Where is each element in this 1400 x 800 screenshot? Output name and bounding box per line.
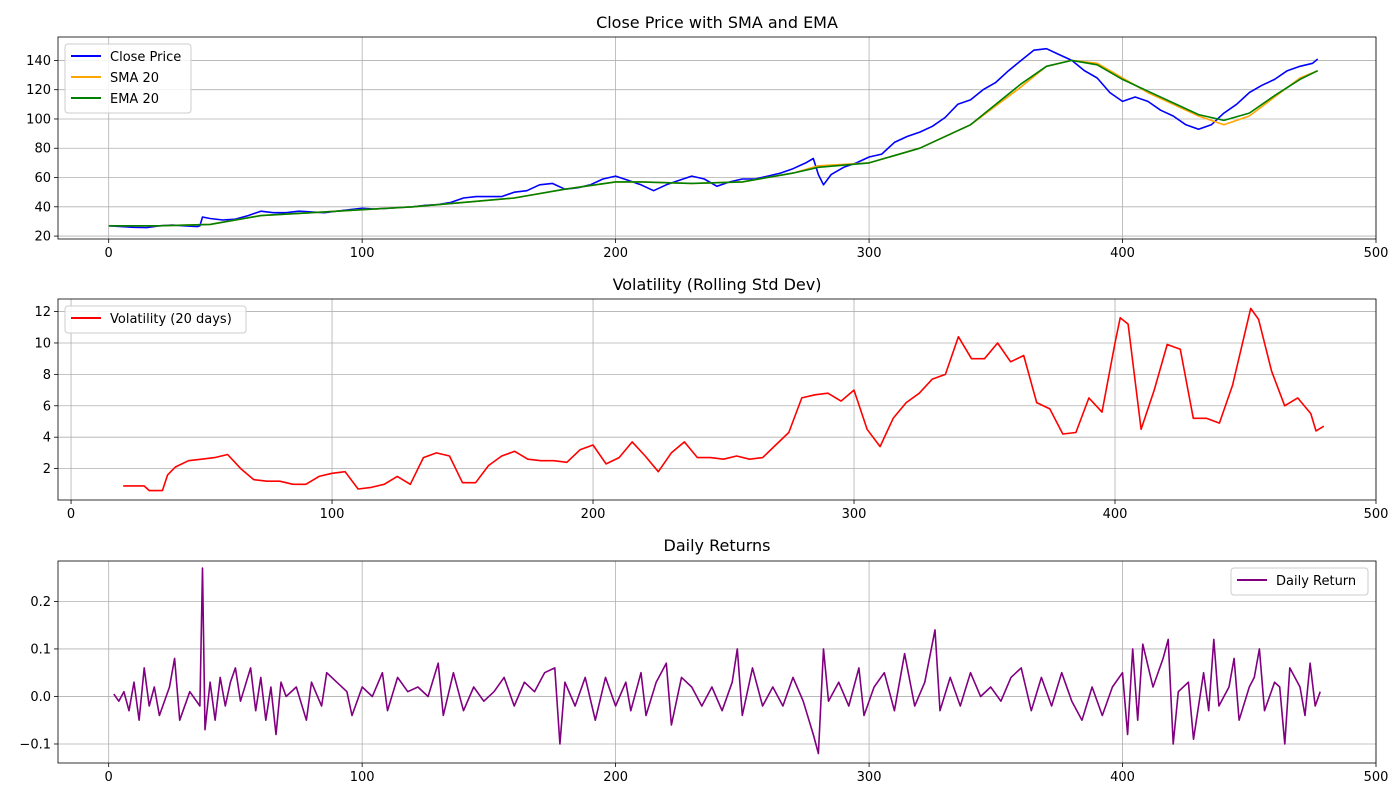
y-tick-label: 10 [34, 336, 51, 351]
axes-frame [57, 298, 1377, 501]
axes-frame [57, 560, 1377, 764]
x-tick-label: 300 [842, 507, 867, 522]
x-tick-label: 300 [857, 246, 882, 261]
y-tick-label: 140 [26, 54, 51, 69]
series-line-close-price [108, 47, 1319, 229]
series-line-daily-return [113, 567, 1321, 755]
y-tick-label: 8 [43, 368, 51, 383]
series-line-ema-20 [108, 59, 1319, 227]
x-tick-label: 0 [67, 507, 75, 522]
price-chart-panel: Close Price with SMA and EMA 0 100 200 300 40… [26, 13, 1388, 261]
chart-title: Close Price with SMA and EMA [596, 13, 838, 32]
legend-box [1230, 567, 1369, 596]
y-tick-label: 0.0 [30, 690, 51, 705]
daily-returns-chart-panel: Daily Returns 0 100 200 300 400 500 −0.1 0.0 0.1 0… [19, 536, 1388, 785]
grid [58, 299, 1377, 500]
legend-label: EMA 20 [110, 92, 159, 107]
y-tick-label: 40 [34, 200, 51, 215]
y-tick-label: 4 [43, 431, 51, 446]
y-tick-label: 100 [26, 112, 51, 127]
x-tick-label: 0 [105, 246, 113, 261]
legend: Close Price SMA 20 EMA 20 [64, 43, 192, 114]
axes-frame [57, 36, 1377, 240]
x-tick-label: 500 [1364, 770, 1389, 785]
y-tick-label: 12 [34, 305, 51, 320]
legend-box [64, 305, 247, 334]
x-tick-label: 400 [1110, 770, 1135, 785]
x-tick-label: 500 [1364, 507, 1389, 522]
legend: Daily Return [1230, 567, 1369, 596]
x-tick-label: 200 [581, 507, 606, 522]
y-tick-label: 0.2 [30, 595, 51, 610]
y-tick-label: 6 [43, 399, 51, 414]
legend-label: Daily Return [1276, 574, 1356, 589]
y-tick-label: 120 [26, 83, 51, 98]
x-tick-label: 0 [105, 770, 113, 785]
grid [58, 37, 1377, 239]
y-tick-label: 2 [43, 462, 51, 477]
x-tick-label: 100 [350, 246, 375, 261]
y-tick-label: −0.1 [19, 737, 51, 752]
legend-label: SMA 20 [110, 71, 159, 86]
y-tick-label: 60 [34, 171, 51, 186]
y-tick-label: 80 [34, 142, 51, 157]
y-tick-label: 20 [34, 230, 51, 245]
x-tick-label: 100 [350, 770, 375, 785]
y-tick-label: 0.1 [30, 642, 51, 657]
x-tick-label: 200 [603, 246, 628, 261]
x-tick-label: 300 [857, 770, 882, 785]
legend-label: Close Price [110, 50, 181, 65]
series-line-volatility-20-days [123, 307, 1325, 492]
x-tick-label: 400 [1103, 507, 1128, 522]
chart-title: Volatility (Rolling Std Dev) [613, 275, 822, 294]
x-tick-label: 500 [1364, 246, 1389, 261]
legend: Volatility (20 days) [64, 305, 247, 334]
x-tick-label: 100 [320, 507, 345, 522]
chart-title: Daily Returns [664, 536, 771, 555]
x-tick-label: 400 [1110, 246, 1135, 261]
volatility-chart-panel: Volatility (Rolling Std Dev) 0 100 200 300 40… [34, 275, 1388, 522]
legend-box [64, 43, 192, 114]
legend-label: Volatility (20 days) [110, 312, 232, 327]
grid [58, 561, 1377, 763]
x-tick-label: 200 [603, 770, 628, 785]
